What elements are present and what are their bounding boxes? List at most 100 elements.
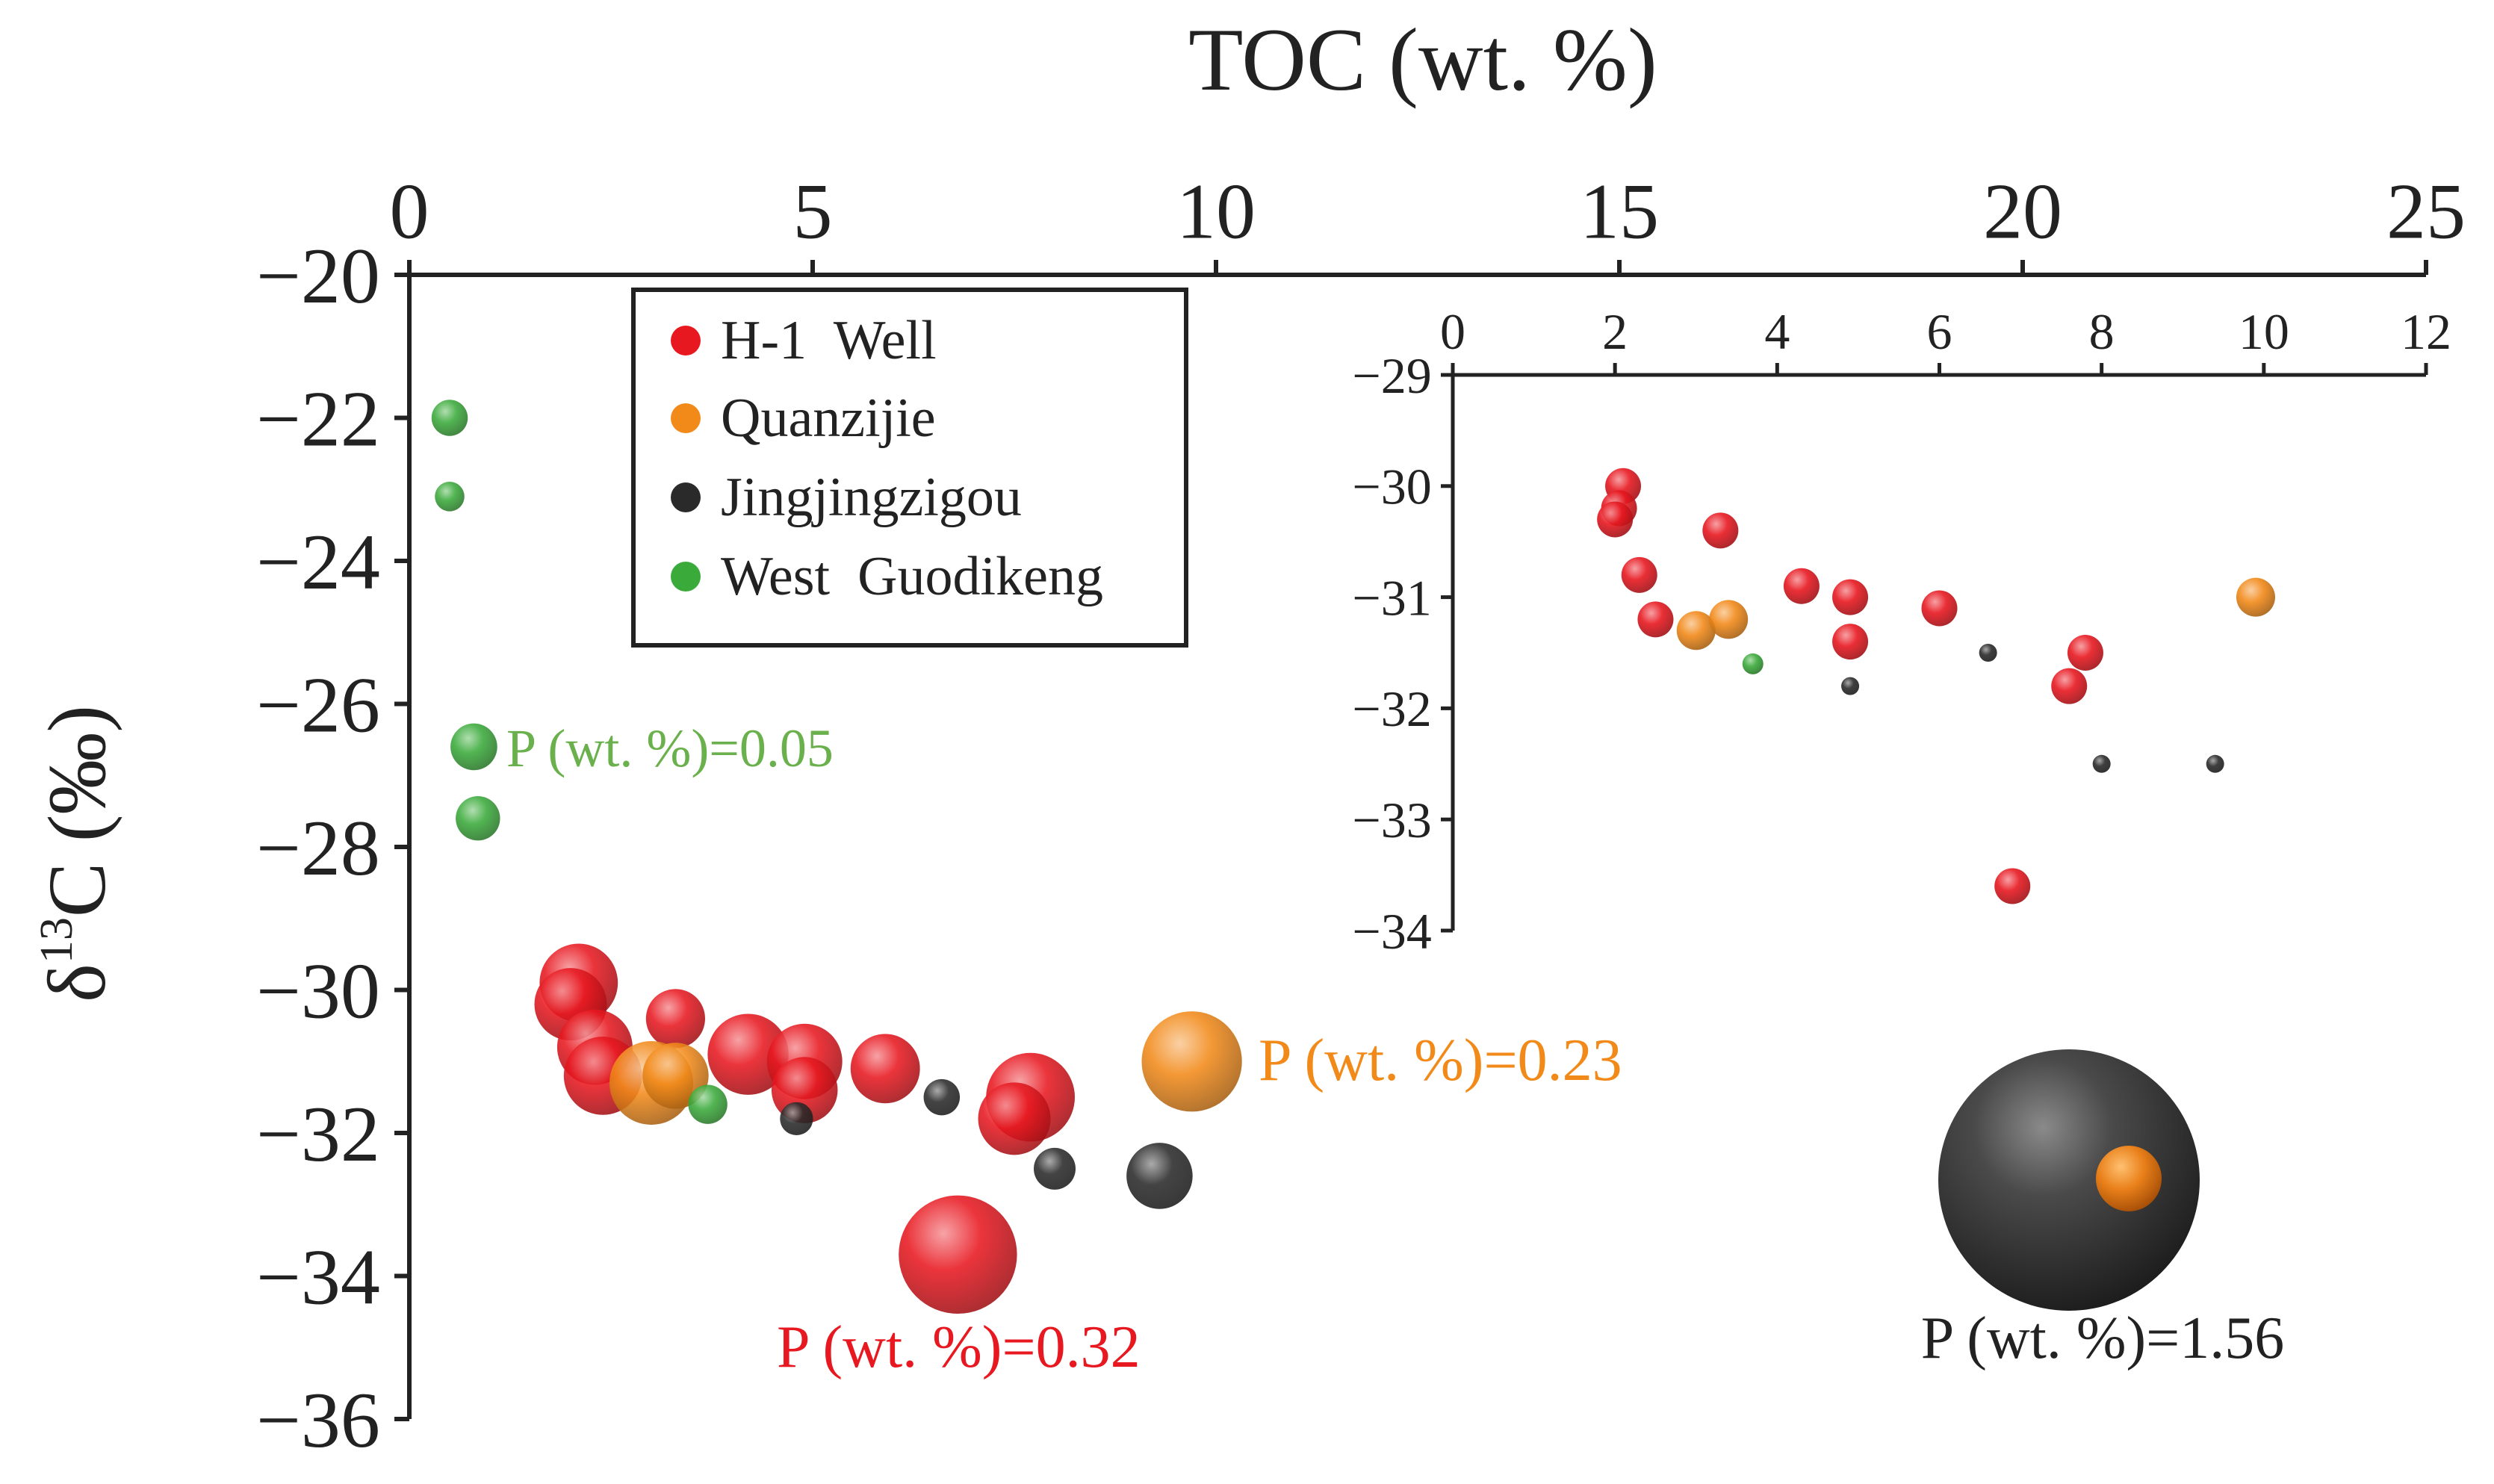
- main-series-west-guodikeng: [431, 400, 728, 1124]
- main-y-tick-label: −32: [256, 1090, 380, 1178]
- main-y-axis-label: δ13C (‰): [31, 705, 122, 1002]
- legend-label-quanzijie: Quanzijie: [721, 388, 936, 449]
- main-point-west-guodikeng: [435, 482, 465, 512]
- inset-y-tick-label: −29: [1352, 347, 1431, 404]
- main-point-jingjingzigou: [1034, 1147, 1076, 1190]
- inset-point-h-1-well: [1832, 624, 1869, 660]
- inset-point-h-1-well: [1921, 590, 1958, 627]
- inset-point-h-1-well: [1994, 868, 2031, 904]
- inset-point-h-1-well: [1621, 556, 1657, 593]
- main-point-west-guodikeng: [431, 400, 468, 436]
- main-series-quanzijie: [609, 1011, 1242, 1125]
- legend-entry-h1-well: H-1 Well: [671, 310, 937, 371]
- main-x-tick-label: 0: [390, 167, 429, 255]
- main-y-tick-label: −22: [256, 376, 380, 463]
- main-point-h-1-well: [645, 989, 705, 1049]
- inset-y-tick-label: −31: [1352, 569, 1431, 626]
- main-points: [431, 400, 1242, 1314]
- inset-point-jingjingzigou: [1841, 677, 1860, 695]
- inset-point-jingjingzigou: [2092, 754, 2111, 773]
- size-legend-inner-bubble: [2096, 1146, 2162, 1211]
- main-point-h-1-well: [978, 1082, 1051, 1155]
- main-y-tick-label: −20: [256, 232, 380, 320]
- legend-label-h1-well: H-1 Well: [721, 310, 937, 371]
- legend-entry-jingjingzigou: Jingjingzigou: [671, 467, 1022, 528]
- main-point-h-1-well: [899, 1195, 1017, 1314]
- inset-x-tick-label: 10: [2239, 303, 2289, 360]
- legend-marker-h1-well: [671, 326, 701, 356]
- inset-point-quanzijie: [1676, 611, 1716, 651]
- main-y-tick-label: −26: [256, 662, 380, 749]
- main-point-quanzijie: [1141, 1011, 1242, 1112]
- main-x-axis-label: TOC (wt. %): [1188, 10, 1657, 109]
- legend: H-1 Well Quanzijie Jingjingzigou West Gu…: [631, 288, 1188, 648]
- annotation-p-0-23: P (wt. %)=0.23: [1259, 1028, 1622, 1093]
- main-point-west-guodikeng: [456, 796, 500, 841]
- inset-point-h-1-well: [2067, 635, 2103, 671]
- main-point-west-guodikeng: [450, 723, 497, 771]
- legend-marker-west-guodikeng: [671, 562, 701, 592]
- inset-series-quanzijie: [1676, 577, 2275, 651]
- main-point-jingjingzigou: [1126, 1143, 1193, 1209]
- inset-point-quanzijie: [2236, 577, 2275, 617]
- inset-point-h-1-well: [1783, 568, 1820, 604]
- inset-point-h-1-well: [1702, 512, 1739, 549]
- size-legend-outer-bubble: [1938, 1049, 2200, 1311]
- inset-point-h-1-well: [1637, 601, 1674, 638]
- main-x-tick-label: 15: [1580, 167, 1659, 255]
- inset-y-tick-label: −32: [1352, 680, 1431, 737]
- inset-point-quanzijie: [1709, 600, 1749, 639]
- main-series-h-1-well: [534, 943, 1075, 1314]
- inset-x-tick-label: 0: [1440, 303, 1465, 360]
- main-point-h-1-well: [850, 1034, 920, 1104]
- inset-x-tick-label: 6: [1927, 303, 1952, 360]
- main-axes: 0 5 10 15 20 25−20−22−24−26−28−30−32−34−36: [256, 167, 2466, 1464]
- main-point-west-guodikeng: [688, 1084, 728, 1124]
- legend-label-jingjingzigou: Jingjingzigou: [721, 467, 1022, 528]
- main-y-tick-label: −24: [256, 518, 380, 606]
- main-y-tick-label: −28: [256, 804, 380, 892]
- inset-y-tick-label: −33: [1352, 792, 1431, 848]
- inset-series-h-1-well: [1597, 468, 2103, 904]
- legend-label-west-guodikeng: West Guodikeng: [721, 546, 1103, 607]
- main-series-jingjingzigou: [780, 1078, 1193, 1209]
- inset-x-tick-label: 2: [1602, 303, 1628, 360]
- annotation-p-0-05: P (wt. %)=0.05: [506, 718, 834, 778]
- inset-points: [1597, 468, 2275, 904]
- inset-x-tick-label: 4: [1764, 303, 1790, 360]
- inset-point-h-1-well: [1597, 501, 1634, 538]
- legend-entry-west-guodikeng: West Guodikeng: [671, 546, 1103, 607]
- annotation-p-0-32: P (wt. %)=0.32: [777, 1314, 1141, 1380]
- main-x-tick-label: 5: [793, 167, 833, 255]
- legend-marker-quanzijie: [671, 403, 701, 433]
- inset-point-h-1-well: [2051, 668, 2088, 704]
- main-y-tick-label: −34: [256, 1234, 380, 1321]
- inset-x-tick-label: 12: [2401, 303, 2451, 360]
- size-legend: P (wt. %)=1.56: [1921, 1049, 2285, 1371]
- main-point-jingjingzigou: [780, 1102, 813, 1135]
- inset-point-h-1-well: [1832, 579, 1869, 615]
- main-y-tick-label: −30: [256, 948, 380, 1035]
- main-point-jingjingzigou: [923, 1078, 961, 1116]
- legend-marker-jingjingzigou: [671, 482, 701, 512]
- inset-x-tick-label: 8: [2089, 303, 2115, 360]
- inset-point-jingjingzigou: [2206, 754, 2224, 773]
- legend-entry-quanzijie: Quanzijie: [671, 388, 936, 449]
- main-point-quanzijie: [642, 1043, 709, 1109]
- inset-series-jingjingzigou: [1841, 644, 2224, 773]
- inset-y-tick-label: −30: [1352, 459, 1431, 515]
- inset-point-west-guodikeng: [1742, 653, 1764, 674]
- inset-y-tick-label: −34: [1352, 903, 1431, 960]
- main-x-tick-label: 10: [1176, 167, 1256, 255]
- inset-point-jingjingzigou: [1979, 644, 1997, 662]
- main-y-tick-label: −36: [256, 1376, 380, 1464]
- size-legend-label: P (wt. %)=1.56: [1921, 1306, 2285, 1371]
- inset-series-west-guodikeng: [1742, 653, 1764, 674]
- main-point-h-1-well: [707, 1013, 789, 1095]
- legend-box: [631, 288, 1188, 648]
- inset-axes: 0 2 4 6 8 10 12 −29 −30 −31 −32 −33 −34: [1352, 303, 2451, 960]
- main-x-tick-label: 25: [2386, 167, 2466, 255]
- main-x-tick-label: 20: [1983, 167, 2062, 255]
